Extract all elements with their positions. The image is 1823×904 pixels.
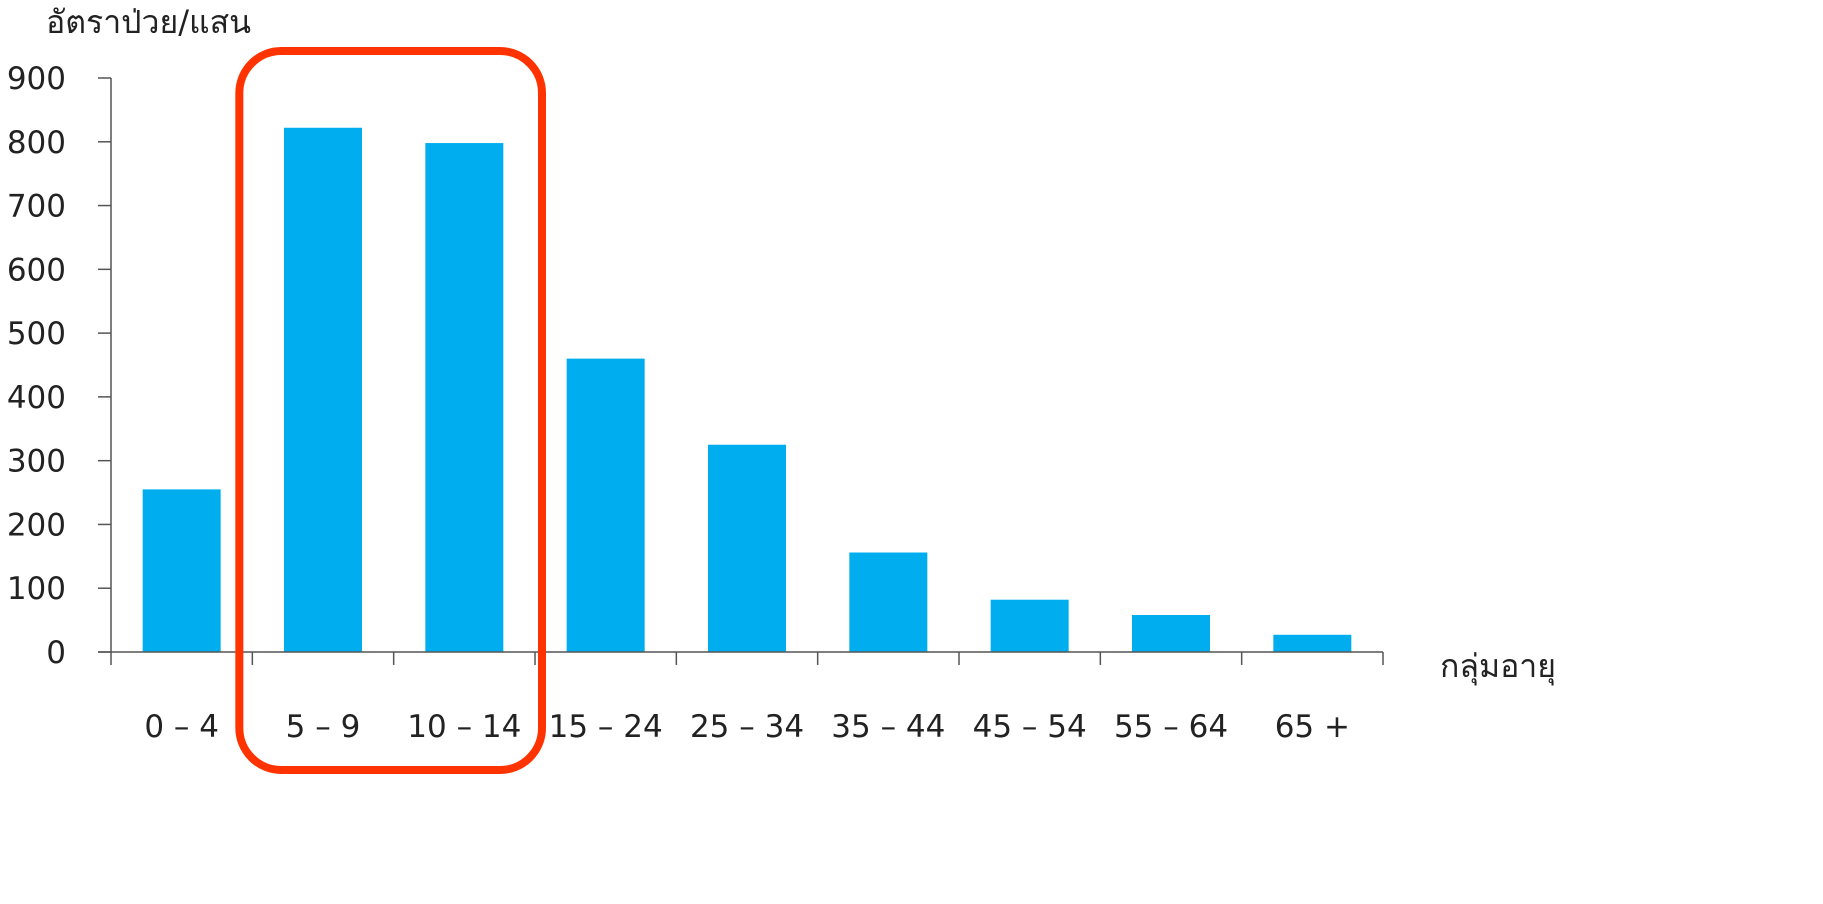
y-tick-label: 900 — [7, 61, 66, 97]
x-tick-label: 5 – 9 — [286, 709, 361, 745]
x-tick-label: 35 – 44 — [831, 709, 945, 745]
bar — [1132, 615, 1210, 652]
y-tick-label: 400 — [7, 380, 66, 416]
bar — [1273, 634, 1352, 652]
x-axis-tick-labels: 0 – 4 5 – 9 10 – 14 15 – 24 25 – 34 35 – 44 45… — [144, 709, 1350, 745]
x-tick-label: 65 + — [1275, 709, 1350, 745]
y-tick-label: 100 — [7, 571, 66, 607]
x-tick-label: 10 – 14 — [407, 709, 521, 745]
bar — [142, 489, 221, 652]
y-axis-ticks: 0 100 200 300 400 500 600 700 800 900 — [7, 61, 111, 671]
x-axis-ticks — [110, 652, 1384, 665]
y-tick-label: 700 — [7, 189, 66, 225]
x-tick-label: 45 – 54 — [973, 709, 1087, 745]
x-tick-label: 55 – 64 — [1114, 709, 1228, 745]
bar — [990, 599, 1069, 652]
x-tick-label: 15 – 24 — [549, 709, 663, 745]
y-axis-title: อัตราป่วย/แสน — [46, 3, 251, 41]
bar — [708, 444, 786, 652]
y-tick-label: 0 — [46, 635, 66, 671]
bar — [849, 552, 928, 652]
bar — [566, 358, 645, 652]
x-tick-label: 25 – 34 — [690, 709, 804, 745]
bar — [284, 127, 362, 653]
y-tick-label: 500 — [7, 316, 66, 352]
y-tick-label: 200 — [7, 507, 66, 543]
bars — [142, 127, 1352, 653]
y-tick-label: 600 — [7, 252, 66, 288]
x-axis-title: กลุ่มอายุ — [1440, 647, 1556, 686]
y-tick-label: 800 — [7, 125, 66, 161]
x-tick-label: 0 – 4 — [144, 709, 219, 745]
y-tick-label: 300 — [7, 444, 66, 480]
highlight-box — [235, 47, 546, 774]
bar — [425, 143, 504, 652]
